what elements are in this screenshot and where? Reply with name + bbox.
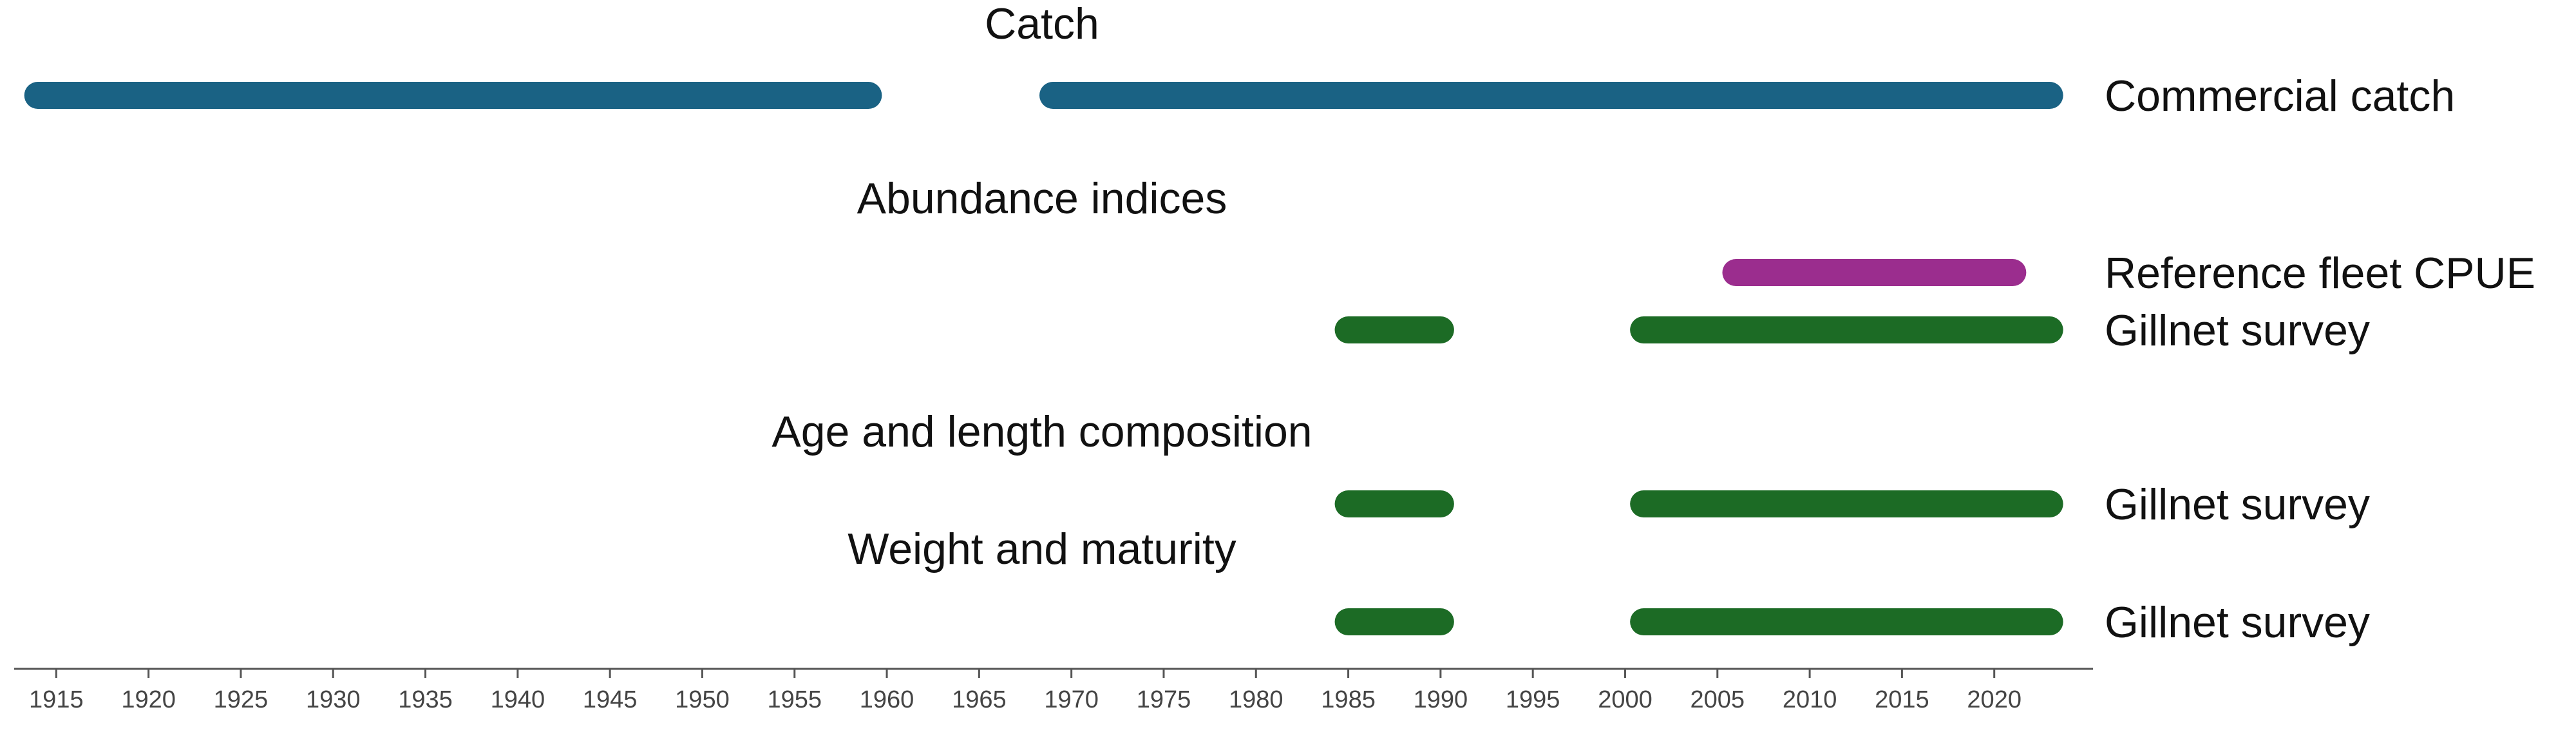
x-tick-label-1985: 1985 — [1321, 686, 1376, 713]
x-tick-label-2005: 2005 — [1690, 686, 1745, 713]
section-title-abundance-indices: Abundance indices — [857, 174, 1227, 223]
bar-abundance-indices-reference-fleet-cpue-2006-2021 — [1722, 259, 2027, 286]
row-label-reference-fleet-cpue: Reference fleet CPUE — [2105, 249, 2535, 298]
x-tick-label-1935: 1935 — [398, 686, 453, 713]
x-tick-label-1975: 1975 — [1137, 686, 1191, 713]
section-titles: Catch Abundance indices Age and length com… — [772, 0, 1312, 573]
row-labels: Commercial catch Reference fleet CPUE Gill… — [2105, 72, 2535, 647]
x-tick-label-1945: 1945 — [583, 686, 638, 713]
bar-weight-and-maturity-gillnet-survey-2001-2023 — [1630, 608, 2063, 635]
x-tick-label-1990: 1990 — [1414, 686, 1468, 713]
bar-catch-commercial-catch-1969-2023 — [1039, 82, 2063, 109]
x-tick-label-2000: 2000 — [1598, 686, 1653, 713]
x-tick-label-1965: 1965 — [952, 686, 1007, 713]
x-tick-label-1960: 1960 — [860, 686, 914, 713]
x-tick-label-1955: 1955 — [767, 686, 822, 713]
section-title-weight-and-maturity: Weight and maturity — [848, 525, 1236, 573]
section-title-catch: Catch — [985, 0, 1099, 48]
x-axis: 1915 1920 1925 1930 1935 1940 1945 1950 1955 1960… — [14, 668, 2093, 713]
bar-weight-and-maturity-gillnet-survey-1985-1990 — [1334, 608, 1454, 635]
row-label-gillnet-survey: Gillnet survey — [2105, 598, 2370, 647]
x-tick-label-2010: 2010 — [1783, 686, 1837, 713]
x-tick-label-1915: 1915 — [29, 686, 84, 713]
x-tick-label-1980: 1980 — [1229, 686, 1283, 713]
bar-catch-commercial-catch-1914-1959 — [24, 82, 882, 109]
section-title-age-and-length-composition: Age and length composition — [772, 407, 1312, 456]
x-tick-label-1920: 1920 — [121, 686, 176, 713]
x-tick-label-1925: 1925 — [214, 686, 269, 713]
x-tick-label-2020: 2020 — [1967, 686, 2022, 713]
bar-age-and-length-composition-gillnet-survey-2001-2023 — [1630, 490, 2063, 517]
row-label-gillnet-survey: Gillnet survey — [2105, 480, 2370, 529]
x-tick-label-2015: 2015 — [1875, 686, 1929, 713]
x-tick-label-1995: 1995 — [1506, 686, 1560, 713]
bar-abundance-indices-gillnet-survey-2001-2023 — [1630, 316, 2063, 343]
x-tick-label-1970: 1970 — [1044, 686, 1099, 713]
x-tick-label-1930: 1930 — [306, 686, 361, 713]
x-tick-label-1950: 1950 — [675, 686, 730, 713]
bar-age-and-length-composition-gillnet-survey-1985-1990 — [1334, 490, 1454, 517]
x-tick-label-1940: 1940 — [491, 686, 545, 713]
row-label-commercial-catch: Commercial catch — [2105, 72, 2455, 120]
bars-layer — [24, 82, 2063, 635]
bar-abundance-indices-gillnet-survey-1985-1990 — [1334, 316, 1454, 343]
row-label-gillnet-survey: Gillnet survey — [2105, 306, 2370, 355]
